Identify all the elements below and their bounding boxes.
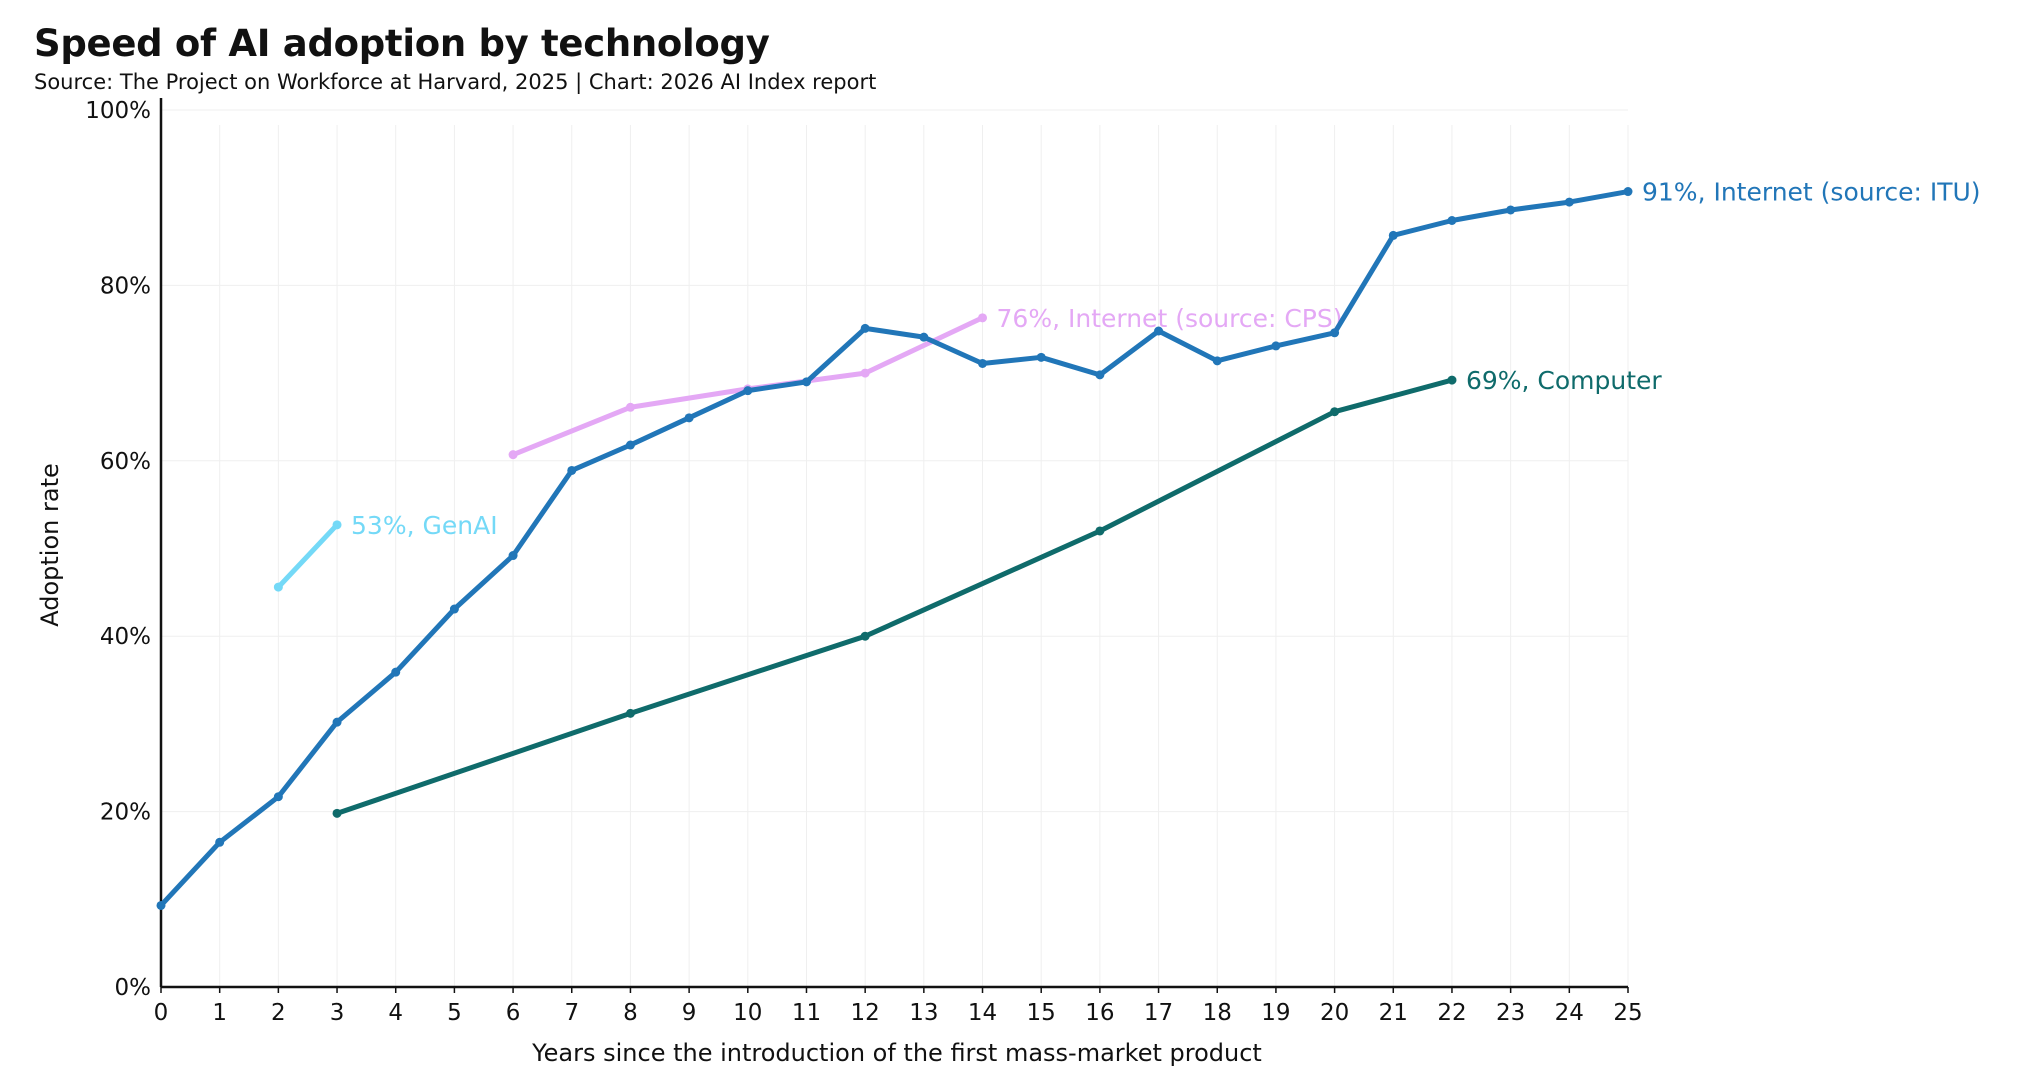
x-tick-label: 13 (909, 1000, 938, 1026)
data-point-internet-itu (215, 837, 225, 847)
x-tick-label: 4 (388, 1000, 403, 1026)
data-point-genai (332, 520, 342, 530)
x-tick-label: 15 (1027, 1000, 1056, 1026)
series-line-computer (334, 377, 1455, 816)
x-tick-label: 16 (1085, 1000, 1114, 1026)
chart-subtitle: Source: The Project on Workforce at Harv… (34, 70, 877, 94)
data-point-internet-itu (625, 440, 635, 450)
y-tick-label: 80% (100, 273, 151, 299)
x-tick-label: 5 (447, 1000, 462, 1026)
y-axis: 0% 20% 40% 60% 80% 100% (85, 98, 163, 1001)
x-tick-label: 17 (1144, 1000, 1173, 1026)
data-point-internet-itu (1564, 197, 1574, 207)
x-tick-label: 2 (271, 1000, 286, 1026)
x-tick-label: 7 (564, 1000, 579, 1026)
x-tick-label: 0 (154, 1000, 169, 1026)
x-axis: 0 1 2 3 4 5 6 7 8 9 10 11 12 13 14 15 16 17 18 19 20 21 22 23 24… (154, 985, 1643, 1026)
x-tick-label: 6 (506, 1000, 521, 1026)
series-group: 69%, Computer 76%, Internet (source: CPS)… (156, 178, 1981, 910)
data-point-internet-itu (1506, 205, 1516, 215)
data-point-internet-itu (273, 792, 283, 802)
y-tick-label: 100% (85, 98, 151, 124)
data-point-computer (1095, 526, 1105, 536)
data-point-internet-itu (919, 332, 929, 342)
series-computer: 69%, Computer (332, 366, 1662, 818)
x-tick-label: 18 (1203, 1000, 1232, 1026)
x-tick-label: 19 (1261, 1000, 1290, 1026)
data-point-internet-cps (508, 450, 518, 460)
x-tick-label: 14 (968, 1000, 997, 1026)
y-tick-label: 40% (100, 624, 151, 650)
data-point-computer (1330, 407, 1340, 417)
series-line-internet-itu (158, 189, 1631, 908)
data-point-internet-itu (1212, 356, 1222, 366)
data-point-internet-itu (1623, 187, 1633, 197)
x-tick-label: 12 (851, 1000, 880, 1026)
data-point-internet-itu (567, 465, 577, 475)
series-internet-itu: 91%, Internet (source: ITU) (156, 178, 1981, 910)
data-point-internet-itu (449, 604, 459, 614)
x-tick-label: 21 (1379, 1000, 1408, 1026)
data-point-internet-cps (625, 402, 635, 412)
x-tick-label: 8 (623, 1000, 638, 1026)
data-point-internet-cps (978, 313, 988, 323)
data-point-internet-itu (391, 667, 401, 677)
series-line-genai (275, 522, 340, 590)
data-point-internet-itu (860, 323, 870, 333)
data-point-computer (1447, 375, 1457, 385)
data-point-internet-itu (1447, 216, 1457, 226)
series-genai: 53%, GenAI (273, 511, 498, 592)
x-tick-label: 1 (212, 1000, 227, 1026)
data-point-internet-itu (1271, 341, 1281, 351)
data-point-internet-itu (1095, 370, 1105, 380)
series-end-label-genai: 53%, GenAI (351, 511, 498, 540)
data-point-internet-itu (801, 377, 811, 387)
y-axis-label: Adoption rate (36, 463, 64, 627)
series-end-label-computer: 69%, Computer (1466, 366, 1662, 395)
x-axis-label: Years since the introduction of the firs… (531, 1039, 1262, 1067)
data-point-internet-itu (743, 386, 753, 396)
data-point-internet-itu (156, 900, 166, 910)
x-tick-label: 20 (1320, 1000, 1349, 1026)
x-tick-label: 3 (330, 1000, 345, 1026)
data-point-computer (860, 631, 870, 641)
x-tick-label: 9 (682, 1000, 697, 1026)
data-point-internet-itu (978, 358, 988, 368)
series-end-label-internet-itu: 91%, Internet (source: ITU) (1642, 178, 1981, 207)
x-tick-label: 25 (1613, 1000, 1642, 1026)
data-point-internet-itu (1036, 352, 1046, 362)
series-end-label-internet-cps: 76%, Internet (source: CPS) (997, 304, 1343, 333)
x-tick-label: 22 (1437, 1000, 1466, 1026)
data-point-internet-itu (332, 717, 342, 727)
data-point-computer (625, 708, 635, 718)
x-tick-label: 11 (792, 1000, 821, 1026)
x-tick-label: 24 (1555, 1000, 1584, 1026)
y-tick-label: 20% (100, 800, 151, 826)
data-point-internet-itu (508, 551, 518, 561)
data-point-internet-itu (1330, 328, 1340, 338)
y-tick-label: 0% (115, 975, 152, 1001)
data-point-genai (273, 582, 283, 592)
x-tick-label: 10 (733, 1000, 762, 1026)
grid-lines (161, 109, 1629, 987)
y-tick-label: 60% (100, 449, 151, 475)
data-point-internet-itu (1388, 230, 1398, 240)
data-point-computer (332, 808, 342, 818)
data-point-internet-cps (860, 368, 870, 378)
chart-title: Speed of AI adoption by technology (34, 22, 770, 65)
x-tick-label: 23 (1496, 1000, 1525, 1026)
data-point-internet-itu (1154, 326, 1164, 336)
data-point-internet-itu (684, 413, 694, 423)
